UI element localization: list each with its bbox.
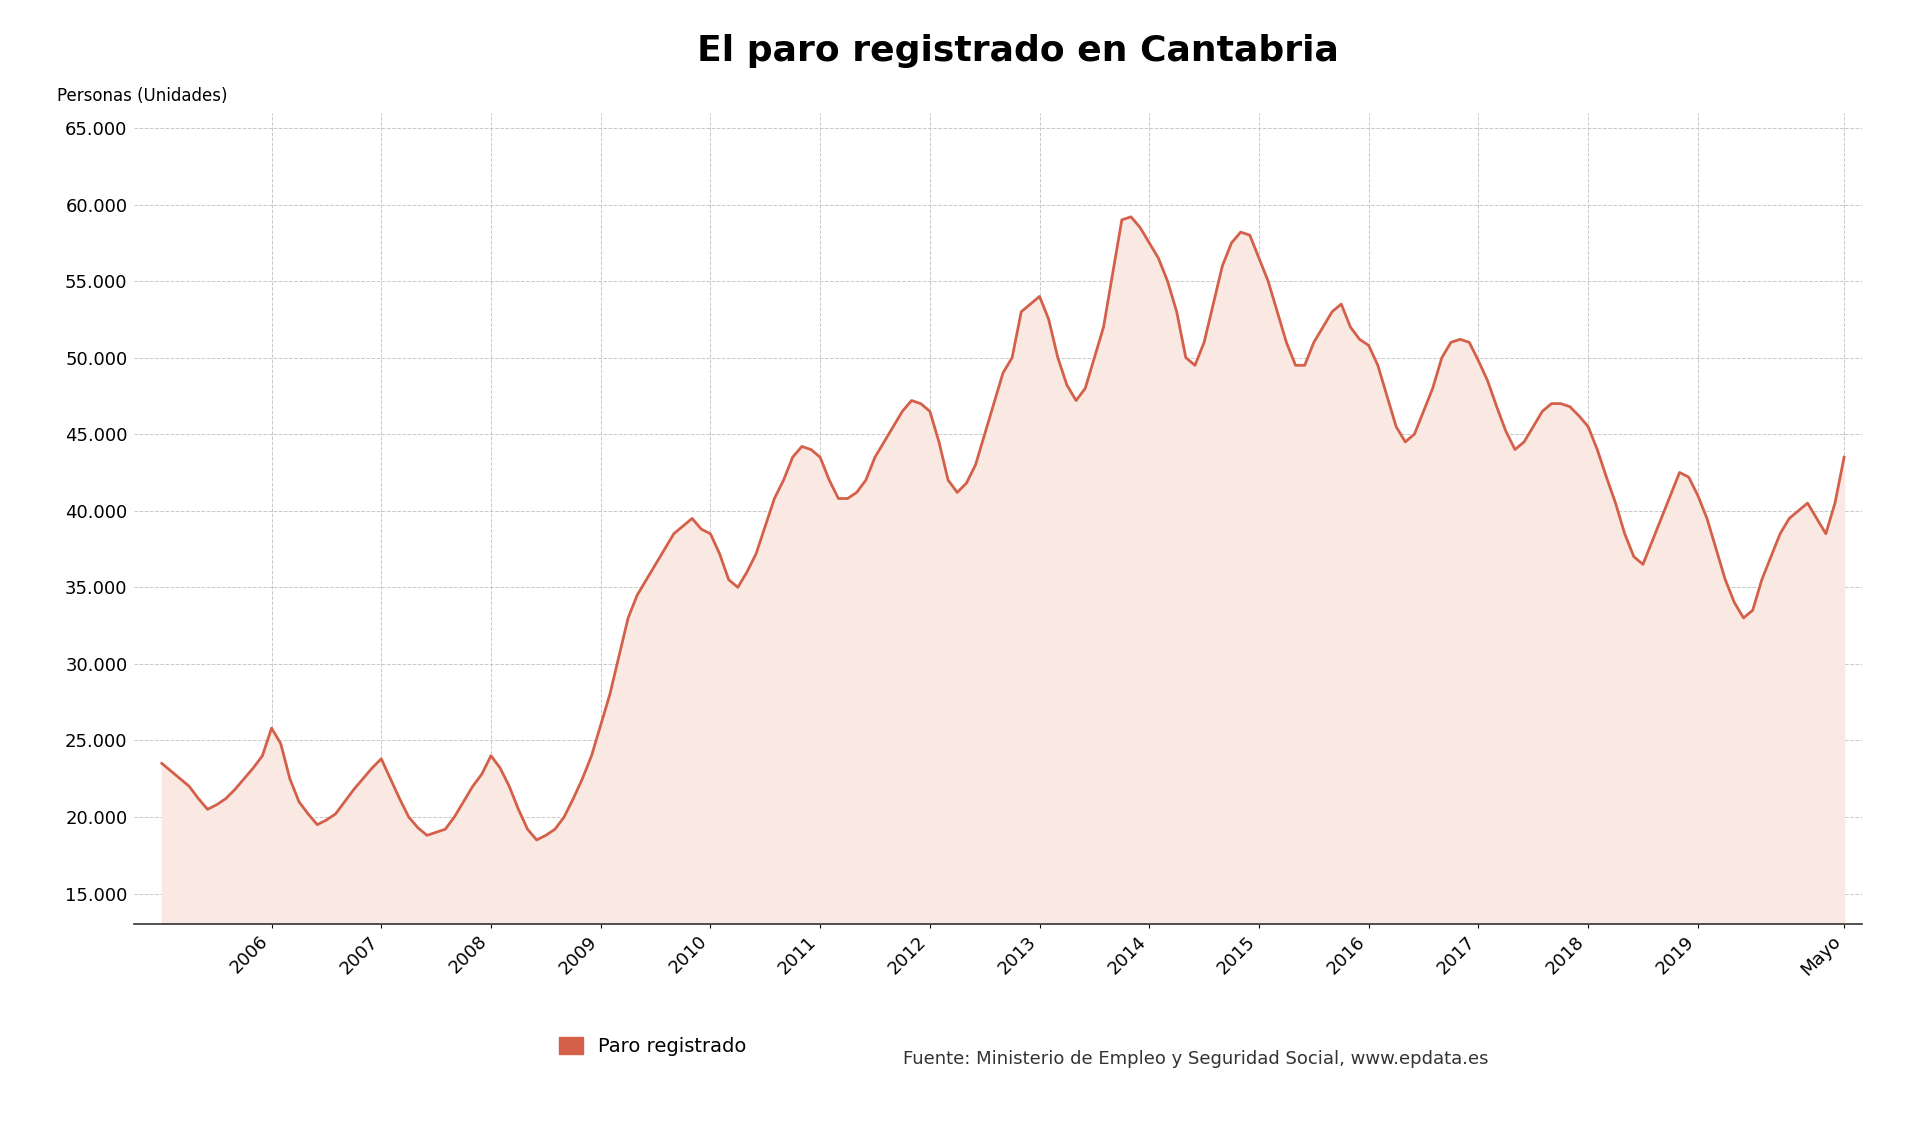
Legend: Paro registrado: Paro registrado: [559, 1037, 747, 1056]
Text: Personas (Unidades): Personas (Unidades): [58, 87, 227, 105]
Text: Fuente: Ministerio de Empleo y Seguridad Social, www.epdata.es: Fuente: Ministerio de Empleo y Seguridad…: [902, 1050, 1488, 1068]
Text: El paro registrado en Cantabria: El paro registrado en Cantabria: [697, 34, 1338, 68]
